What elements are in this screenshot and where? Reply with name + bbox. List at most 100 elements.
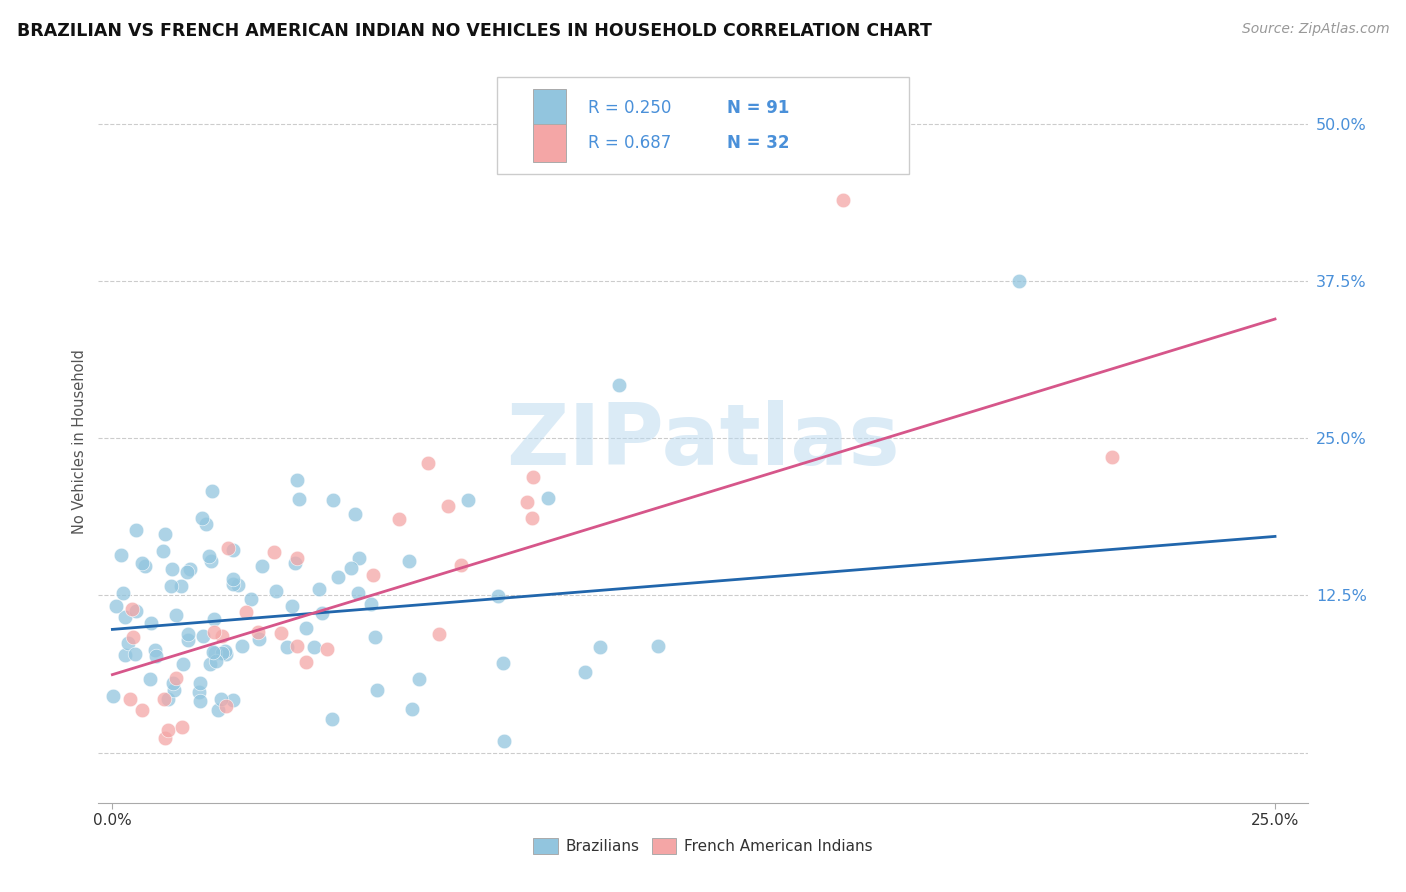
Point (176, 565, 198, 579)
Point (516, 495, 538, 509)
Point (114, 610, 136, 624)
Legend: Brazilians, French American Indians: Brazilians, French American Indians (527, 832, 879, 860)
Point (153, 692, 176, 706)
Point (302, 640, 325, 654)
Text: R = 0.250: R = 0.250 (588, 99, 672, 117)
Point (285, 551, 308, 566)
Point (141, 615, 163, 630)
Point (287, 473, 309, 487)
Point (195, 516, 218, 531)
Point (364, 630, 387, 644)
Point (363, 567, 385, 582)
Point (344, 508, 367, 522)
Point (486, 589, 509, 603)
Point (211, 630, 233, 644)
Point (121, 601, 143, 615)
Point (165, 671, 187, 685)
Point (246, 625, 269, 640)
Point (120, 691, 142, 706)
Point (222, 542, 245, 557)
Point (222, 693, 245, 707)
Point (231, 639, 253, 653)
Point (202, 624, 225, 639)
Point (122, 630, 145, 644)
Point (250, 559, 273, 574)
Point (294, 656, 316, 670)
Bar (533, 124, 567, 162)
Point (163, 682, 186, 697)
Point (162, 675, 184, 690)
Point (418, 456, 440, 470)
Point (143, 642, 166, 657)
Point (522, 470, 544, 484)
Point (457, 492, 479, 507)
Point (226, 578, 249, 592)
Point (264, 583, 287, 598)
Point (215, 698, 238, 713)
Point (124, 603, 146, 617)
Point (214, 647, 236, 661)
Point (190, 511, 212, 525)
Point (170, 579, 193, 593)
Point (492, 656, 515, 670)
Point (437, 500, 460, 514)
Point (117, 636, 139, 650)
Point (134, 558, 156, 573)
Point (131, 556, 153, 570)
Point (179, 561, 201, 575)
Text: ZIPatlas: ZIPatlas (506, 400, 900, 483)
Point (247, 632, 270, 647)
Point (110, 548, 132, 562)
Point (328, 570, 350, 584)
Point (388, 512, 411, 526)
Point (1008, 274, 1031, 288)
Point (522, 511, 544, 525)
Text: BRAZILIAN VS FRENCH AMERICAN INDIAN NO VEHICLES IN HOUSEHOLD CORRELATION CHART: BRAZILIAN VS FRENCH AMERICAN INDIAN NO V… (17, 22, 932, 40)
Point (263, 544, 285, 558)
Point (492, 734, 515, 748)
Point (311, 606, 333, 620)
Point (200, 657, 222, 672)
Point (145, 648, 167, 663)
Point (346, 586, 368, 600)
Point (114, 648, 136, 663)
Point (165, 607, 187, 622)
Point (574, 665, 596, 679)
Point (201, 484, 224, 499)
Point (156, 691, 179, 706)
Point (170, 720, 193, 734)
Text: Source: ZipAtlas.com: Source: ZipAtlas.com (1241, 22, 1389, 37)
Point (214, 644, 236, 658)
Point (316, 642, 339, 657)
Point (131, 703, 153, 717)
Point (270, 626, 292, 640)
Point (427, 627, 450, 641)
Point (347, 550, 370, 565)
Point (321, 712, 343, 726)
Point (647, 639, 669, 653)
Point (204, 646, 226, 660)
Point (1101, 450, 1123, 465)
Point (152, 544, 174, 558)
Point (398, 554, 420, 568)
Point (188, 694, 211, 708)
Point (209, 692, 232, 706)
Point (322, 492, 344, 507)
Text: N = 91: N = 91 (727, 99, 790, 117)
Point (222, 577, 245, 591)
Point (105, 599, 128, 613)
Point (198, 549, 221, 563)
Point (162, 562, 184, 576)
Point (202, 611, 225, 625)
Point (172, 657, 194, 671)
Point (284, 556, 307, 570)
Point (124, 647, 146, 661)
Point (831, 193, 853, 207)
Point (159, 579, 181, 593)
Bar (533, 89, 567, 127)
Point (200, 554, 222, 568)
Text: N = 32: N = 32 (727, 134, 790, 153)
Point (157, 723, 180, 737)
Point (537, 491, 560, 505)
Point (607, 377, 630, 392)
